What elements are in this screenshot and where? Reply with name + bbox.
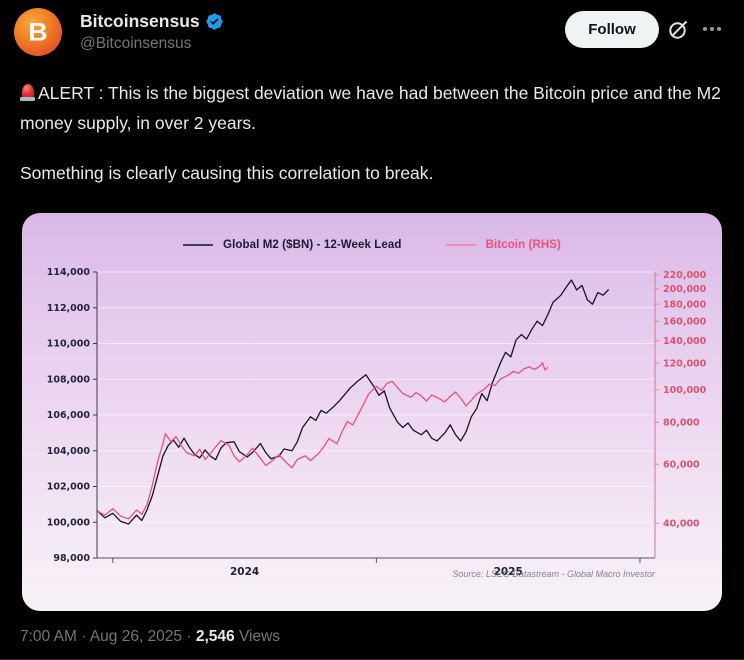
svg-text:60,000: 60,000: [663, 459, 700, 470]
svg-text:98,000: 98,000: [53, 553, 90, 564]
tweet-line-1: ALERT : This is the biggest deviation we…: [20, 83, 721, 133]
svg-text:102,000: 102,000: [47, 482, 91, 493]
tweet-meta: 7:00 AM · Aug 26, 2025 · 2,546 Views: [20, 628, 281, 645]
legend-item-m2: Global M2 ($BN) - 12-Week Lead: [183, 239, 402, 251]
svg-text:80,000: 80,000: [663, 417, 700, 428]
m2-bitcoin-chart: 114,000 112,000 110,000 108,000 106,000 104,0…: [47, 267, 707, 578]
author-name-row[interactable]: Bitcoinsensus: [80, 11, 224, 32]
siren-emoji: [20, 84, 35, 101]
svg-text:40,000: 40,000: [663, 518, 700, 529]
svg-text:110,000: 110,000: [47, 339, 91, 350]
svg-text:114,000: 114,000: [47, 267, 91, 278]
more-options-icon[interactable]: [703, 27, 721, 31]
bitcoin-legend-label: Bitcoin (RHS): [485, 239, 561, 251]
timestamp: 7:00 AM: [20, 628, 77, 645]
svg-text:112,000: 112,000: [47, 303, 91, 314]
verified-badge-icon: [206, 13, 223, 30]
avatar[interactable]: B: [14, 8, 62, 56]
avatar-letter: B: [28, 17, 48, 46]
svg-text:160,000: 160,000: [663, 317, 707, 328]
svg-text:2024: 2024: [230, 566, 259, 578]
svg-text:140,000: 140,000: [663, 336, 707, 347]
tweet-text: ALERT : This is the biggest deviation we…: [20, 78, 728, 208]
svg-text:220,000: 220,000: [663, 270, 707, 281]
grok-icon[interactable]: [666, 18, 690, 42]
svg-text:200,000: 200,000: [663, 284, 707, 295]
handle[interactable]: @Bitcoinsensus: [80, 35, 192, 52]
svg-text:106,000: 106,000: [47, 410, 91, 421]
svg-text:100,000: 100,000: [47, 517, 91, 528]
svg-text:180,000: 180,000: [663, 299, 707, 310]
views-label[interactable]: Views: [238, 628, 281, 645]
svg-text:104,000: 104,000: [47, 446, 91, 457]
date: Aug 26, 2025: [89, 628, 183, 645]
chart-source-text: Source: LSEG Datastream - Global Macro I…: [452, 569, 655, 579]
chart-legend: Global M2 ($BN) - 12-Week Lead Bitcoin (…: [22, 239, 722, 251]
legend-item-bitcoin: Bitcoin (RHS): [445, 239, 561, 251]
tweet-line-2: Something is clearly causing this correl…: [20, 163, 434, 183]
svg-text:100,000: 100,000: [663, 385, 707, 396]
chart-image[interactable]: 114,000 112,000 110,000 108,000 106,000 104,0…: [22, 213, 722, 611]
svg-text:120,000: 120,000: [663, 358, 707, 369]
svg-text:2025: 2025: [494, 566, 523, 578]
follow-button[interactable]: Follow: [565, 11, 659, 48]
m2-legend-line: [183, 244, 214, 246]
m2-legend-label: Global M2 ($BN) - 12-Week Lead: [223, 239, 402, 251]
svg-text:108,000: 108,000: [47, 374, 91, 385]
bitcoin-legend-line: [445, 244, 476, 246]
views-count: 2,546: [195, 628, 235, 645]
display-name: Bitcoinsensus: [80, 11, 200, 31]
